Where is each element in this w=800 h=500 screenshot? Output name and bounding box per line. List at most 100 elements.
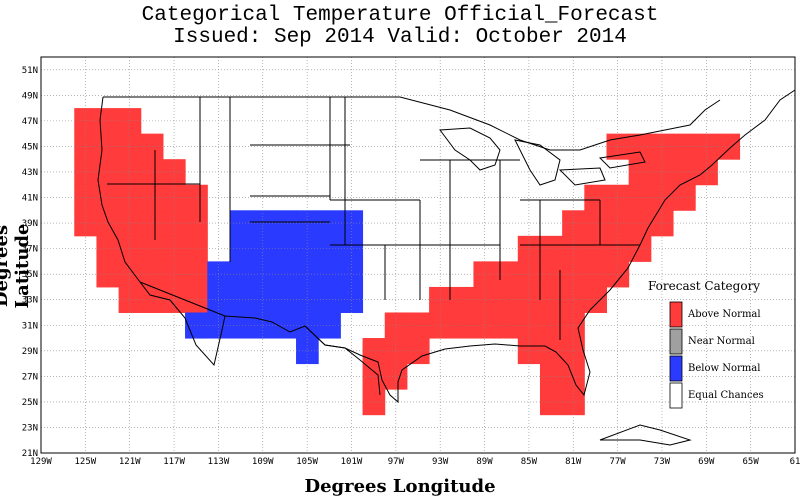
x-tick-label: 73W	[654, 457, 671, 467]
canada-border	[103, 96, 721, 151]
x-tick-label: 117W	[163, 457, 185, 467]
forecast-cell	[162, 261, 186, 288]
x-tick-label: 81W	[565, 457, 582, 467]
map-frame	[40, 56, 796, 454]
forecast-cell	[406, 312, 430, 339]
forecast-cell	[296, 261, 319, 288]
y-tick-label: 23N	[22, 423, 38, 433]
map-axes: 129W 125W 121W 117W 113W 109W 105W 101W 97W 93W 89…	[22, 56, 800, 467]
forecast-cell	[562, 363, 585, 390]
legend-label: Above Normal	[687, 309, 761, 320]
forecast-cell	[584, 261, 607, 288]
x-tick-label: 89W	[476, 457, 493, 467]
forecast-cell	[185, 235, 208, 262]
forecast-cell	[562, 261, 585, 288]
legend-swatch	[669, 328, 683, 355]
state-borders	[97, 89, 796, 446]
forecast-cell	[162, 159, 186, 186]
forecast-cell	[340, 261, 364, 288]
forecast-cell	[118, 133, 142, 160]
legend-label: Below Normal	[688, 363, 760, 374]
y-tick-label: 49N	[22, 91, 38, 101]
y-tick-label: 33N	[22, 296, 38, 306]
forecast-cell	[74, 159, 97, 186]
forecast-cell	[451, 286, 474, 313]
y-tick-label: 37N	[22, 245, 38, 255]
forecast-cell	[673, 133, 696, 160]
cuba-outline	[599, 424, 692, 446]
y-tick-label: 39N	[22, 219, 38, 229]
forecast-cell	[185, 261, 208, 288]
forecast-cell	[229, 286, 253, 313]
forecast-cell	[517, 312, 541, 339]
forecast-cell	[673, 159, 696, 186]
forecast-cell	[296, 286, 319, 313]
forecast-cell	[517, 286, 541, 313]
forecast-cell	[296, 312, 319, 339]
forecast-cell	[118, 235, 142, 262]
forecast-cell	[74, 184, 97, 211]
forecast-cell	[229, 235, 253, 262]
forecast-cell	[362, 338, 386, 365]
forecast-cell	[628, 159, 652, 186]
x-tick-label: 61	[790, 457, 800, 467]
y-tick-label: 47N	[22, 117, 38, 127]
state-line-1	[107, 97, 640, 340]
x-axis-title: Degrees Longitude	[304, 476, 496, 497]
x-tick-label: 65W	[743, 457, 760, 467]
forecast-cell	[74, 108, 97, 135]
legend-swatch	[669, 355, 683, 382]
x-tick-label: 129W	[30, 457, 52, 467]
forecast-cell	[118, 159, 142, 186]
legend-title: Forecast Category	[648, 279, 760, 293]
forecast-cell	[273, 261, 297, 288]
forecast-cell	[473, 312, 497, 339]
forecast-cell	[118, 184, 142, 211]
legend-swatch	[669, 301, 683, 328]
forecast-cell	[673, 184, 696, 211]
forecast-cells	[74, 108, 741, 416]
x-tick-label: 101W	[341, 457, 363, 467]
forecast-cell	[118, 210, 142, 237]
forecast-cell	[384, 312, 408, 339]
x-tick-label: 105W	[296, 457, 318, 467]
forecast-cell	[162, 184, 186, 211]
forecast-cell	[451, 312, 474, 339]
forecast-cell	[562, 286, 585, 313]
x-tick-label: 121W	[119, 457, 141, 467]
forecast-cell	[695, 159, 718, 186]
x-tick-label: 97W	[388, 457, 405, 467]
forecast-cell	[118, 286, 142, 313]
y-tick-label: 31N	[22, 321, 38, 331]
forecast-cell	[118, 261, 142, 288]
forecast-cell	[628, 210, 652, 237]
us-outline	[97, 89, 796, 404]
y-tick-label: 27N	[22, 372, 38, 382]
forecast-cell	[340, 235, 364, 262]
forecast-cell	[273, 235, 297, 262]
forecast-cell	[628, 184, 652, 211]
forecast-cell	[162, 210, 186, 237]
forecast-cell	[340, 286, 364, 313]
forecast-cell	[362, 389, 386, 416]
forecast-cell	[273, 286, 297, 313]
forecast-cell	[229, 312, 253, 339]
y-tick-label: 29N	[22, 347, 38, 357]
legend-label: Equal Chances	[688, 390, 764, 401]
y-tick-label: 25N	[22, 398, 38, 408]
map-title: Categorical Temperature Official_Forecas…	[141, 4, 659, 27]
forecast-cell	[185, 184, 208, 211]
forecast-cell	[229, 261, 253, 288]
y-tick-label: 51N	[22, 66, 38, 76]
forecast-cell	[296, 210, 319, 237]
y-tick-label: 21N	[22, 449, 38, 459]
forecast-cell	[340, 210, 364, 237]
forecast-cell	[517, 235, 541, 262]
forecast-cell	[406, 338, 430, 365]
mexico-border	[139, 281, 381, 396]
forecast-cell	[229, 210, 253, 237]
forecast-cell	[473, 286, 497, 313]
forecast-cell	[584, 210, 607, 237]
forecast-cell	[74, 133, 97, 160]
